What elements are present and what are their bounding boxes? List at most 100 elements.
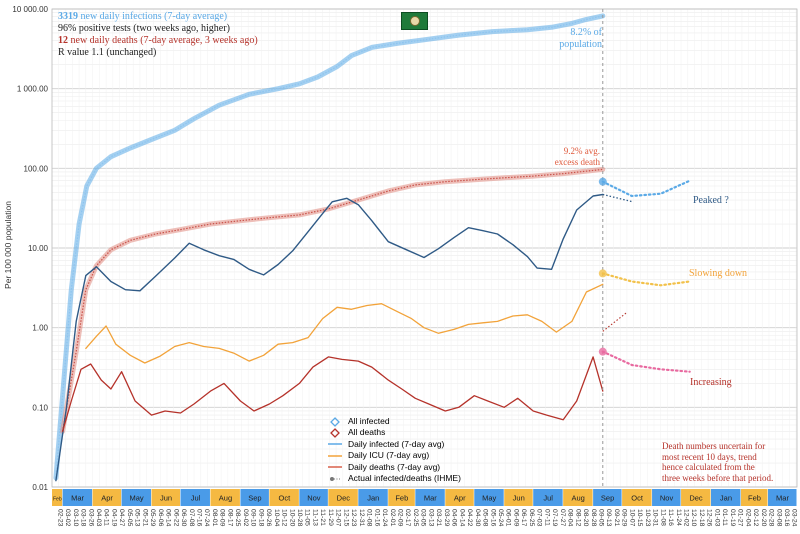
month-band: [768, 489, 797, 506]
month-band-label: Aug: [571, 494, 584, 503]
month-band: [180, 489, 210, 506]
x-tick-label: 03-26: [87, 509, 94, 527]
x-tick-label: 12-23: [350, 509, 357, 527]
month-band-label: Sep: [601, 494, 614, 503]
x-tick-label: 11-21: [319, 509, 326, 526]
legend-label: All infected: [348, 416, 390, 426]
x-tick-label: 01-16: [373, 509, 380, 527]
y-tick-label: 0.01: [32, 483, 48, 492]
y-axis-label: Per 100 000 population: [3, 201, 13, 289]
x-tick-label: 05-24: [497, 509, 504, 527]
line-icon: [328, 443, 342, 446]
x-tick-label: 07-19: [551, 509, 558, 527]
y-tick-label: 10 000.00: [12, 5, 48, 14]
x-tick-label: 03-02: [64, 509, 71, 527]
x-tick-label: 01-11: [721, 509, 728, 526]
diamond-icon: [330, 428, 340, 438]
x-tick-label: 08-09: [219, 509, 226, 527]
x-tick-label: 09-10: [250, 509, 257, 527]
month-band: [210, 489, 240, 506]
x-tick-label: 05-29: [149, 509, 156, 527]
month-band: [151, 489, 181, 506]
month-band-label: Mar: [71, 494, 84, 503]
x-tick-label: 01-03: [713, 509, 720, 527]
note-line: Death numbers uncertain for: [662, 441, 766, 451]
x-tick-label: 07-03: [536, 509, 543, 527]
x-tick-label: 03-05: [420, 509, 427, 527]
x-tick-label: 11-24: [675, 509, 682, 526]
series-line: [85, 283, 604, 364]
x-tick-label: 12-02: [683, 509, 690, 527]
x-tick-label: 12-31: [358, 509, 365, 527]
x-tick-label: 09-29: [621, 509, 628, 527]
series-line: [60, 166, 606, 434]
line-icon: [328, 455, 342, 457]
x-tick-label: 04-14: [458, 509, 465, 527]
month-band: [622, 489, 652, 506]
month-band: [358, 489, 388, 506]
x-tick-label: 01-19: [729, 509, 736, 527]
x-tick-label: 08-12: [574, 509, 581, 527]
x-tick-label: 02-09: [397, 509, 404, 527]
x-tick-label: 10-23: [644, 509, 651, 527]
x-tick-label: 02-17: [404, 509, 411, 527]
y-tick-label: 10.00: [28, 244, 49, 253]
month-band: [240, 489, 269, 506]
month-band: [533, 489, 563, 506]
month-band-label: May: [129, 494, 143, 503]
month-band-label: Sep: [248, 494, 261, 503]
grid: [51, 8, 798, 488]
month-band-label: Oct: [631, 494, 644, 503]
month-band-label: Nov: [660, 494, 674, 503]
month-band: [445, 489, 474, 506]
legend-item-all-infected: All infected: [328, 416, 461, 427]
month-band-label: May: [482, 494, 496, 503]
x-tick-label: 11-29: [327, 509, 334, 526]
infections-text: new daily infections (7-day average): [80, 11, 228, 22]
x-tick-label: 05-13: [134, 509, 141, 527]
x-tick-label: 03-10: [72, 509, 79, 527]
x-tick-label: 03-24: [791, 509, 798, 527]
x-tick-label: 05-05: [126, 509, 133, 527]
legend-item-daily-infected: Daily infected (7-day avg): [328, 439, 461, 450]
x-tick-label: 09-21: [613, 509, 620, 527]
month-band: [711, 489, 741, 506]
legend-item-all-deaths: All deaths: [328, 427, 461, 438]
washington-flag-icon: [401, 12, 428, 30]
x-tick-label: 10-04: [273, 509, 280, 527]
series-line: [62, 168, 603, 432]
x-tick-label: 10-28: [296, 509, 303, 527]
month-band: [415, 489, 445, 506]
x-tick-label: 02-04: [744, 509, 751, 527]
ihme-projection: [602, 193, 633, 203]
month-band-label: Mar: [776, 494, 789, 503]
plot-frame: [51, 8, 798, 488]
tests-line: 96% positive tests (two weeks ago, highe…: [58, 23, 230, 34]
x-tick-label: 06-14: [165, 509, 172, 527]
series-line: [61, 356, 604, 432]
diamond-icon: [330, 416, 340, 427]
month-band: [388, 489, 415, 506]
x-tick-label: 08-04: [567, 509, 574, 527]
x-tick-label: 09-13: [605, 509, 612, 527]
month-band: [328, 489, 358, 506]
ihme-projection: [602, 312, 628, 332]
x-tick-label: 11-16: [667, 509, 674, 526]
x-tick-label: 03-08: [775, 509, 782, 527]
x-tick-label: 02-28: [768, 509, 775, 527]
deaths-number: 12: [58, 35, 68, 46]
month-band: [121, 489, 152, 506]
x-tick-label: 09-18: [257, 509, 264, 527]
excess-word: excess death: [554, 157, 600, 167]
x-tick-label: 07-16: [196, 509, 203, 527]
peaked-label: Peaked ?: [693, 195, 729, 206]
month-band: [269, 489, 299, 506]
x-tick-label: 05-21: [141, 509, 148, 527]
x-tick-label: 09-05: [598, 509, 605, 527]
x-tick-label: 03-13: [427, 509, 434, 527]
population-pct: 8.2% of: [570, 27, 602, 38]
x-tick-label: 06-30: [180, 509, 187, 527]
x-tick-label: 07-08: [188, 509, 195, 527]
x-tick-label: 09-02: [242, 509, 249, 527]
